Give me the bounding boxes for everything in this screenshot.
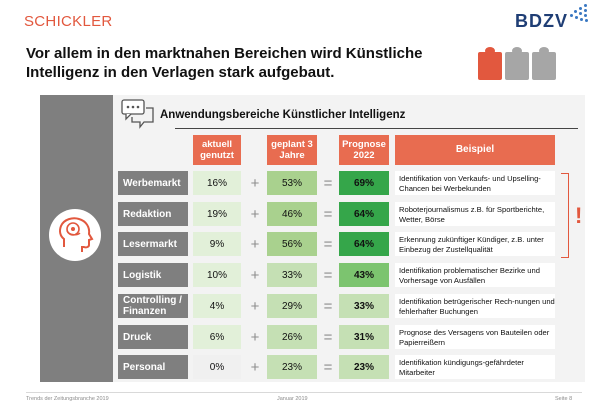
dot-icon [579, 12, 582, 15]
equals-operator: = [323, 235, 333, 253]
dot-icon [584, 14, 587, 17]
cell-planned: 23% [267, 355, 317, 379]
cell-current: 16% [193, 171, 241, 195]
row-example: Roboterjournalismus z.B. für Sportberich… [395, 202, 555, 226]
plus-operator: + [250, 205, 260, 223]
header-current: aktuell genutzt [193, 135, 241, 165]
cell-planned: 53% [267, 171, 317, 195]
schickler-logo: SCHICKLER [24, 13, 113, 30]
cell-forecast: 31% [339, 325, 389, 349]
row-category: Druck [118, 325, 188, 349]
equals-operator: = [323, 358, 333, 376]
row-example: Identifikation von Verkaufs- und Upselli… [395, 171, 555, 195]
people-icon [532, 47, 556, 80]
cell-planned: 29% [267, 294, 317, 318]
exclamation-mark: ! [575, 203, 583, 228]
cell-planned: 56% [267, 232, 317, 256]
cell-forecast: 64% [339, 232, 389, 256]
footer-date: Januar 2019 [277, 396, 308, 402]
cell-planned: 33% [267, 263, 317, 287]
cell-forecast: 43% [339, 263, 389, 287]
dot-icon [584, 9, 587, 12]
dot-icon [580, 18, 583, 21]
page-headline: Vor allem in den marktnahen Bereichen wi… [26, 45, 423, 81]
row-example: Prognose des Versagens von Bauteilen ode… [395, 325, 555, 349]
dot-icon [579, 7, 582, 10]
plus-operator: + [250, 358, 260, 376]
ai-brain-icon [49, 209, 101, 261]
row-category: Controlling / Finanzen [118, 294, 188, 318]
dot-icon [570, 14, 573, 17]
header-example: Beispiel [395, 135, 555, 165]
cell-planned: 46% [267, 202, 317, 226]
dot-icon [584, 4, 587, 7]
row-category: Logistik [118, 263, 188, 287]
row-example: Identifikation kündigungs-gefährdeter Mi… [395, 355, 555, 379]
row-category: Personal [118, 355, 188, 379]
cell-planned: 26% [267, 325, 317, 349]
equals-operator: = [323, 328, 333, 346]
cell-current: 0% [193, 355, 241, 379]
people-icon [478, 47, 502, 80]
row-category: Redaktion [118, 202, 188, 226]
dot-icon [574, 10, 577, 13]
cell-forecast: 23% [339, 355, 389, 379]
cell-current: 9% [193, 232, 241, 256]
cell-current: 10% [193, 263, 241, 287]
plus-operator: + [250, 297, 260, 315]
highlight-bracket [561, 173, 569, 258]
dot-icon [585, 19, 588, 22]
table-title: Anwendungsbereiche Künstlicher Intellige… [160, 109, 406, 121]
equals-operator: = [323, 205, 333, 223]
cell-forecast: 64% [339, 202, 389, 226]
cell-current: 19% [193, 202, 241, 226]
people-icon [505, 47, 529, 80]
cell-current: 6% [193, 325, 241, 349]
chat-bubbles-icon [120, 98, 156, 132]
header-planned: geplant 3 Jahre [267, 135, 317, 165]
row-category: Werbemarkt [118, 171, 188, 195]
header-forecast: Prognose 2022 [339, 135, 389, 165]
plus-operator: + [250, 235, 260, 253]
footer-source: Trends der Zeitungsbranche 2019 [26, 396, 109, 402]
title-divider [175, 128, 578, 129]
equals-operator: = [323, 174, 333, 192]
dot-icon [575, 16, 578, 19]
row-example: Erkennung zukünftiger Kündiger, z.B. unt… [395, 232, 555, 256]
bdzv-logo: BDZV [515, 11, 568, 31]
footer-divider [26, 392, 582, 393]
plus-operator: + [250, 328, 260, 346]
footer-page: Seite 8 [555, 396, 573, 402]
row-example: Identifikation betrügerischer Rech-nunge… [395, 294, 555, 318]
equals-operator: = [323, 266, 333, 284]
bdzv-dots-icon [566, 2, 590, 24]
row-category: Lesermarkt [118, 232, 188, 256]
cell-forecast: 69% [339, 171, 389, 195]
plus-operator: + [250, 266, 260, 284]
row-example: Identifikation problematischer Bezirke u… [395, 263, 555, 287]
equals-operator: = [323, 297, 333, 315]
cell-current: 4% [193, 294, 241, 318]
plus-operator: + [250, 174, 260, 192]
cell-forecast: 33% [339, 294, 389, 318]
